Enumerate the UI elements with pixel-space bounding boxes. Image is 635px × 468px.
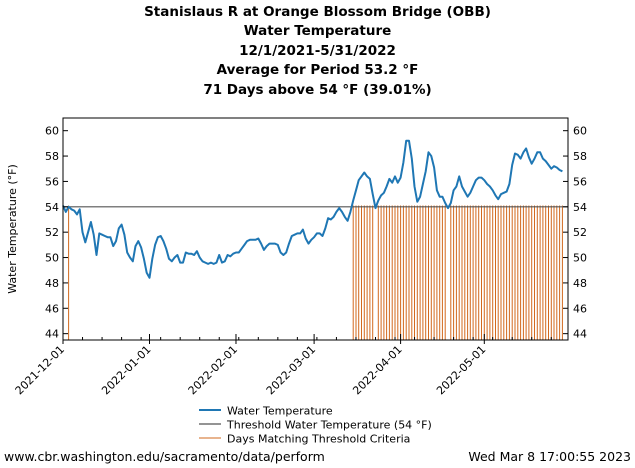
- y-axis-label: Water Temperature (°F): [6, 164, 19, 294]
- y-tick-label: 56: [45, 175, 59, 188]
- y-tick-label: 50: [573, 252, 587, 265]
- plot-frame: [62, 117, 569, 341]
- chart-title-block: Stanislaus R at Orange Blossom Bridge (O…: [0, 3, 635, 100]
- source-url: www.cbr.washington.edu/sacramento/data/p…: [4, 449, 325, 464]
- legend: Water Temperature Threshold Water Temper…: [199, 405, 432, 446]
- y-tick-label: 46: [45, 302, 59, 315]
- chart-title-average: Average for Period 53.2 °F: [216, 62, 419, 79]
- y-tick-label: 44: [45, 328, 59, 341]
- y-tick-label: 48: [45, 277, 59, 290]
- x-tick-label: 2022-02-01: [186, 343, 240, 397]
- chart-title-period: 12/1/2021-5/31/2022: [239, 42, 396, 59]
- y-tick-label: 46: [573, 302, 587, 315]
- x-tick-label: 2022-05-01: [434, 343, 488, 397]
- x-tick-label: 2022-04-01: [350, 343, 404, 397]
- y-axis-left: 44 46 48 50 52 54 56 58 60: [45, 125, 68, 341]
- y-tick-label: 54: [45, 201, 59, 214]
- x-tick-label: 2022-03-01: [264, 343, 318, 397]
- chart-title-parameter: Water Temperature: [243, 23, 392, 40]
- y-tick-label: 52: [45, 226, 59, 239]
- legend-label-threshold: Threshold Water Temperature (54 °F): [226, 419, 432, 432]
- y-tick-label: 54: [573, 201, 587, 214]
- x-axis: 2021-12-01 2022-01-01 2022-02-01 2022-03-01…: [13, 334, 552, 397]
- x-tick-label: 2022-01-01: [99, 343, 153, 397]
- y-tick-label: 60: [45, 125, 59, 138]
- water-temperature-line: [62, 139, 563, 279]
- y-tick-label: 52: [573, 226, 587, 239]
- chart-title-station: Stanislaus R at Orange Blossom Bridge (O…: [144, 4, 491, 20]
- generated-timestamp: Wed Mar 8 17:00:55 2023: [468, 449, 631, 464]
- chart-title-days-above: 71 Days above 54 °F (39.01%): [203, 81, 432, 98]
- y-tick-label: 60: [573, 125, 587, 138]
- y-tick-label: 58: [573, 150, 587, 163]
- y-tick-label: 48: [573, 277, 587, 290]
- y-tick-label: 50: [45, 252, 59, 265]
- threshold-day-bars: [62, 205, 563, 340]
- x-tick-label: 2021-12-01: [13, 343, 67, 397]
- legend-label-temperature: Water Temperature: [227, 405, 333, 418]
- legend-label-days: Days Matching Threshold Criteria: [227, 433, 410, 446]
- y-tick-label: 44: [573, 328, 587, 341]
- y-tick-label: 58: [45, 150, 59, 163]
- y-tick-label: 56: [573, 175, 587, 188]
- y-axis-right: 44 46 48 50 52 54 56 58 60: [563, 125, 587, 341]
